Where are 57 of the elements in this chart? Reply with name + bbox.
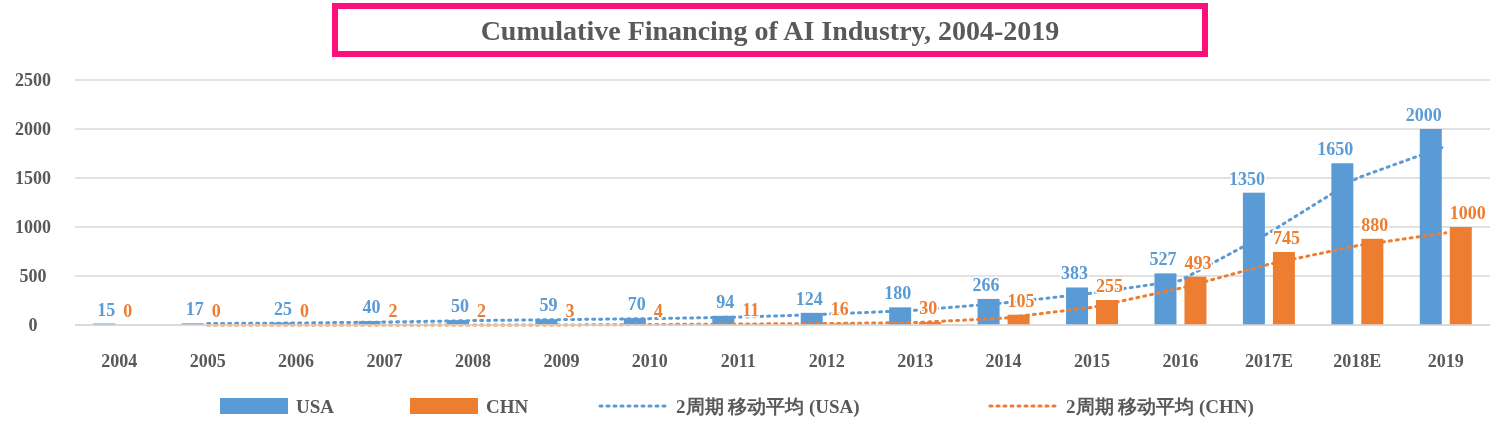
data-label: 3: [565, 300, 575, 321]
data-label: 255: [1096, 276, 1124, 297]
data-label: 1650: [1317, 139, 1354, 160]
data-label: 124: [795, 288, 823, 309]
data-label: 25: [274, 298, 293, 319]
y-tick-label: 2500: [15, 70, 51, 90]
data-label: 0: [211, 301, 221, 321]
data-label: 2000: [1405, 105, 1442, 125]
data-label: 493: [1184, 252, 1212, 273]
x-tick-label: 2006: [278, 351, 315, 371]
y-tick-label: 1500: [15, 168, 51, 188]
data-label: 180: [884, 283, 912, 304]
data-label: 880: [1361, 214, 1389, 235]
data-label: 15: [97, 299, 116, 320]
x-tick-label: 2013: [897, 351, 934, 371]
chart-title: Cumulative Financing of AI Industry, 2004-2019: [480, 15, 1060, 46]
data-label: 105: [1007, 290, 1035, 311]
x-tick-label: 2017E: [1244, 351, 1293, 371]
data-label: 50: [450, 296, 469, 317]
data-label: 4: [653, 300, 663, 321]
legend-label: 2周期 移动平均 (CHN): [1066, 396, 1254, 418]
x-tick-label: 2010: [631, 351, 668, 371]
legend-label: 2周期 移动平均 (USA): [676, 396, 860, 418]
data-label: 70: [627, 294, 646, 315]
x-tick-label: 2016: [1162, 351, 1199, 371]
data-label: 0: [300, 301, 310, 321]
x-tick-label: 2004: [101, 351, 138, 371]
data-label: 2: [476, 300, 486, 321]
data-label: 527: [1149, 249, 1177, 270]
data-label: 40: [362, 297, 381, 318]
x-tick-label: 2018E: [1333, 351, 1382, 371]
data-label: 59: [539, 295, 558, 316]
data-label: 2: [388, 300, 398, 321]
data-label: 94: [716, 291, 735, 312]
data-label: 1350: [1228, 168, 1265, 189]
x-tick-label: 2011: [720, 351, 756, 371]
x-tick-label: 2015: [1074, 351, 1111, 371]
y-tick-label: 2000: [15, 119, 51, 139]
data-label: 383: [1061, 263, 1089, 284]
x-tick-label: 2009: [543, 351, 580, 371]
legend-label: USA: [296, 396, 335, 417]
data-label: 745: [1272, 227, 1300, 248]
y-tick-label: 500: [19, 266, 47, 286]
x-tick-label: 2014: [985, 351, 1022, 371]
legend-label: CHN: [486, 396, 529, 417]
y-tick-label: 1000: [15, 217, 51, 237]
x-tick-label: 2008: [454, 351, 491, 371]
data-label: 0: [123, 301, 133, 321]
data-label: 17: [185, 299, 204, 320]
x-tick-label: 2005: [189, 351, 226, 371]
x-tick-label: 2012: [808, 351, 845, 371]
x-tick-label: 2019: [1427, 351, 1464, 371]
data-label: 266: [972, 274, 1000, 295]
y-tick-label: 0: [28, 315, 38, 335]
data-label: 1000: [1449, 203, 1486, 223]
x-tick-label: 2007: [366, 351, 403, 371]
data-label: 11: [742, 299, 760, 320]
